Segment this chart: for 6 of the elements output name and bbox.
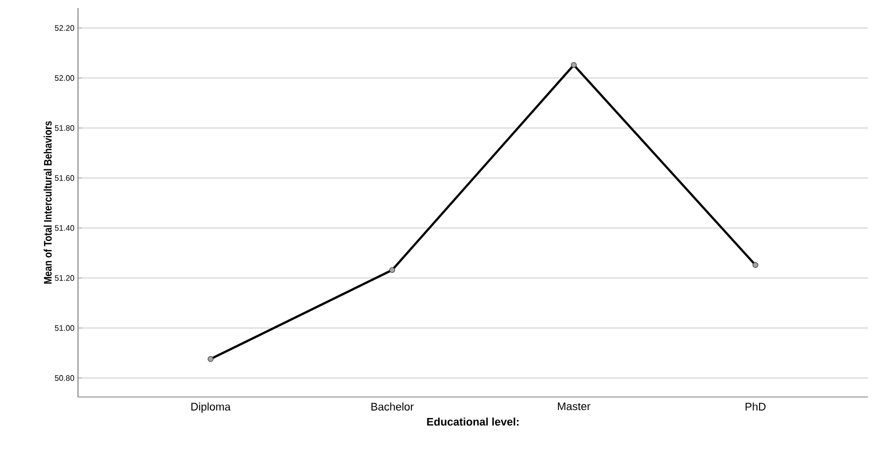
- x-axis-title: Educational level:: [427, 418, 519, 426]
- x-tick-label: Bachelor: [371, 402, 414, 411]
- x-tick-label: Master: [558, 402, 590, 410]
- x-tick-label: Diploma: [191, 402, 231, 413]
- y-axis-title: Mean of Total Intercultural Behaviors: [44, 121, 52, 284]
- x-tick-label: PhD: [746, 402, 766, 410]
